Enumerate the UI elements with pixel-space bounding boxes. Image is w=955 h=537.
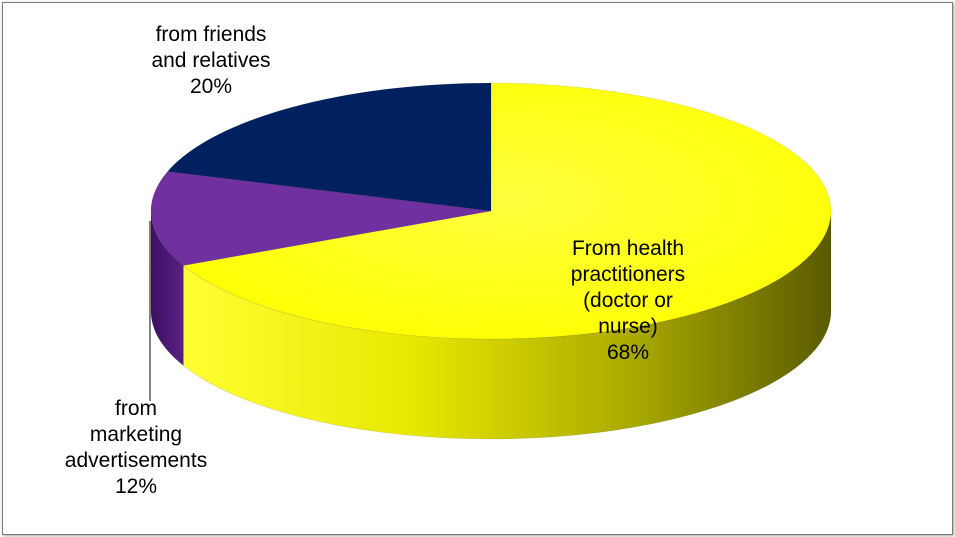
slice-label-friends-line2: and relatives: [151, 49, 271, 72]
slice-label-marketing-percent: 12%: [114, 475, 158, 498]
slice-label-marketing-line2: marketing: [89, 423, 183, 446]
pie-slice-marketing: [150, 171, 492, 266]
slice-label-marketing-line1: from: [115, 397, 157, 420]
slice-label-health: From health practitioners (doctor or nur…: [518, 236, 738, 366]
pie-chart: [149, 82, 832, 440]
pie-slice-friends: [167, 82, 492, 212]
slice-label-marketing: from marketing advertisements 12%: [21, 396, 251, 500]
slice-label-health-line3: (doctor or: [583, 289, 673, 312]
slice-label-health-line1: From health: [571, 237, 685, 260]
slice-label-friends-line1: from friends: [155, 23, 267, 46]
pie-top: [150, 82, 832, 340]
slice-label-health-percent: 68%: [606, 341, 650, 364]
slice-label-health-line4: nurse): [598, 315, 658, 338]
slice-label-marketing-line3: advertisements: [64, 449, 208, 472]
slice-label-friends-percent: 20%: [189, 75, 233, 98]
slice-label-friends: from friends and relatives 20%: [111, 22, 311, 100]
pie-slice-health: [182, 82, 832, 340]
slice-label-health-line2: practitioners: [570, 263, 686, 286]
